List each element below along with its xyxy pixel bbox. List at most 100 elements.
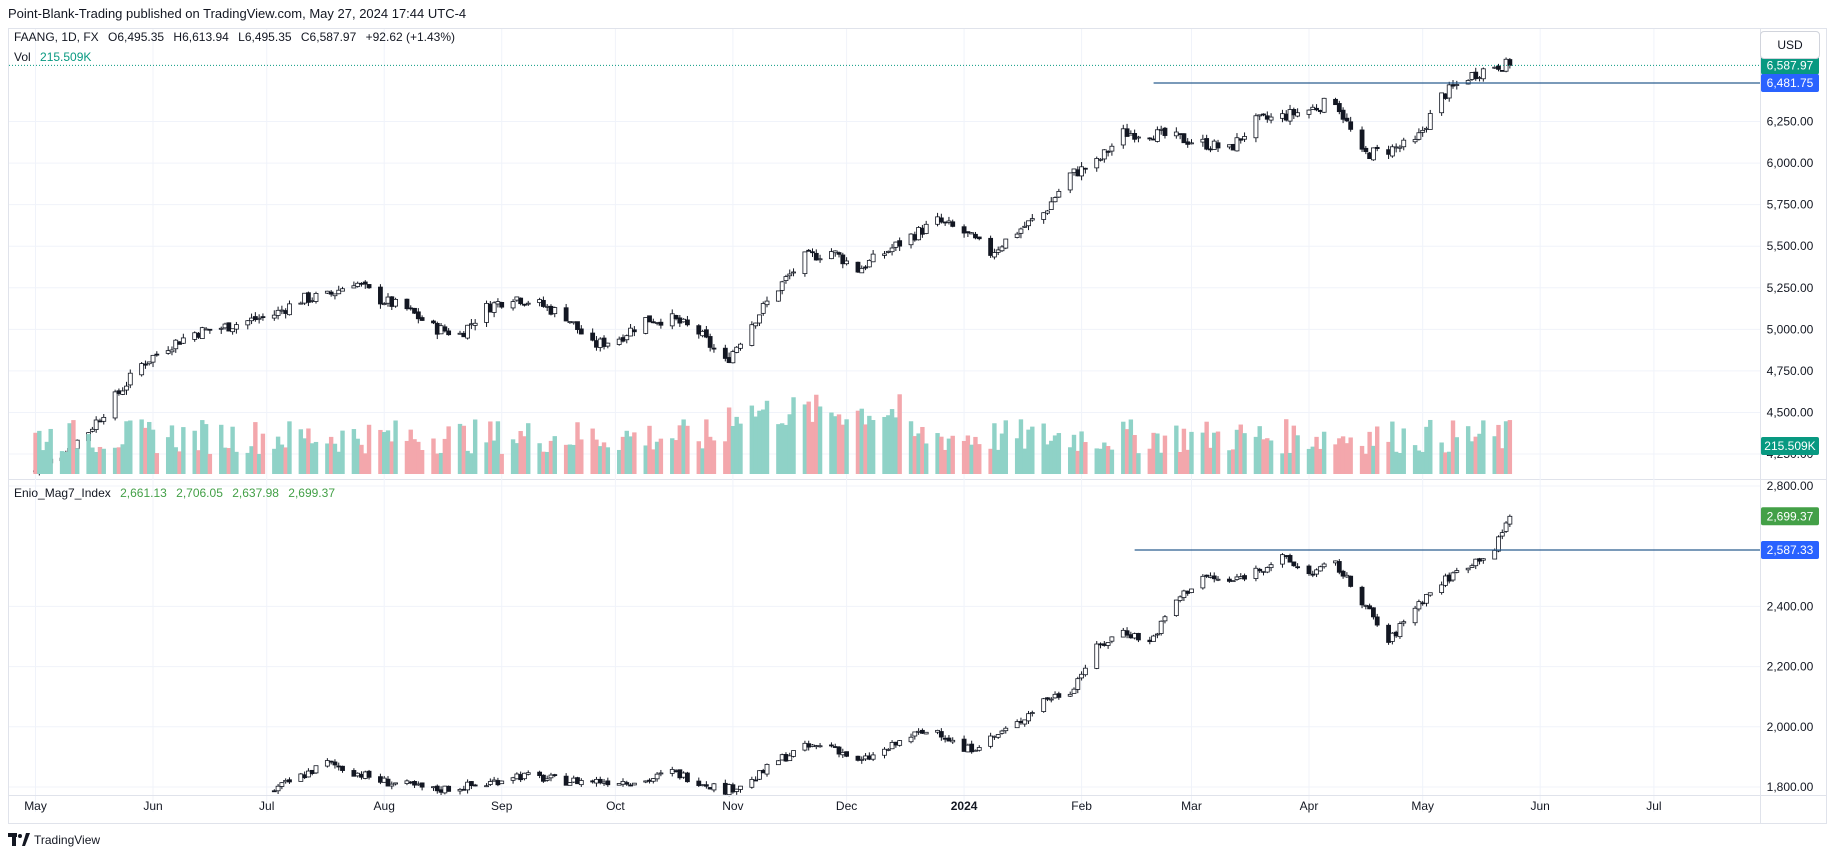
candle-body [207,328,213,331]
volume-bar [378,429,383,474]
candle-body [1041,698,1047,712]
volume-bar [776,424,781,474]
volume-bar [1121,421,1126,474]
candle-body [260,316,266,318]
candle-body [1480,558,1486,561]
candle-body [1374,146,1380,149]
published-text: Point-Blank-Trading published on Trading… [8,6,467,21]
candle-body [859,758,865,761]
volume-bar [1507,420,1513,474]
volume-bar [1257,426,1262,474]
volume-bar [1098,448,1103,474]
candle-body [973,749,978,752]
candle-body [1291,109,1297,116]
currency-button[interactable]: USD [1760,31,1820,59]
x-tick-label: May [1411,799,1434,813]
volume-bar [200,420,205,474]
volume-bar [1496,424,1501,474]
candle-body [1234,137,1240,152]
candle-body [1215,578,1221,581]
x-tick-label: Nov [722,799,743,813]
volume-bar [207,453,213,474]
candle-body [74,439,80,450]
volume-bar [571,444,576,474]
candle-body [685,772,690,783]
candle-body [1204,138,1210,150]
candle-body [540,774,546,782]
candle-body [150,354,156,363]
volume-bar [651,449,656,474]
candle-body [1507,515,1513,525]
candle-body [1079,166,1084,177]
volume-bar [522,436,527,474]
candle-body [306,292,311,303]
volume-bar [590,428,595,474]
y-tick-label: 4,500.00 [1767,405,1814,419]
volume-bar [783,424,789,474]
candle-body [393,298,398,307]
volume-bar [1401,428,1406,474]
volume-bar [1234,429,1240,474]
volume-bar [112,447,118,474]
candle-body [340,765,345,771]
volume-bar [393,420,398,474]
candle-body [1147,137,1153,140]
candle-body [1173,599,1179,616]
volume-bar [916,433,921,474]
candle-body [764,763,770,775]
candle-body [552,774,558,776]
candle-body [1003,727,1009,732]
volume-bar [1155,433,1160,474]
volume-bar [491,440,497,474]
main-high: H6,613.94 [173,30,229,44]
volume-bar [1367,431,1372,474]
candle-body [734,346,740,353]
volume-bar [833,416,838,474]
candle-body [226,322,232,332]
volume-bar [120,444,125,474]
volume-bar [59,451,65,474]
candle-body [950,221,956,227]
main-open: O6,495.35 [108,30,165,44]
candle-body [1306,565,1312,575]
volume-bar [260,433,266,474]
candle-body [1321,97,1327,113]
candle-body [522,772,527,780]
volume-bar [647,425,652,474]
candle-body [965,231,971,234]
candle-body [563,307,569,322]
volume-bar [836,414,842,474]
volume-bar [681,419,686,474]
candle-body [544,778,550,781]
volume-bar [328,436,334,474]
volume-bar [537,443,542,474]
candle-body [1450,572,1456,581]
candle-body [1082,667,1088,676]
volume-bar [749,405,755,474]
volume-bar [969,444,974,474]
candle-body [738,785,743,790]
volume-bar [1003,420,1008,474]
lower-low: 2,637.98 [232,486,279,500]
candle-body [499,780,505,785]
volume-bar [1128,419,1134,474]
candle-body [1067,172,1073,191]
candle-body [1416,601,1422,610]
volume-bar [90,447,95,474]
volume-bar [939,436,944,474]
volume-bar [203,424,209,474]
volume-bar [1151,432,1156,474]
candle-body [787,755,793,762]
volume-bar [1314,436,1319,474]
volume-bar [389,441,394,474]
candle-body [1291,561,1297,567]
volume-bar [1284,419,1289,474]
chart-frame[interactable] [8,28,1827,824]
volume-bar [465,450,470,474]
volume-bar [738,423,743,474]
volume-bar [965,435,971,474]
volume-bar [1481,420,1486,474]
candle-body [1401,139,1407,148]
volume-bar [624,430,629,474]
